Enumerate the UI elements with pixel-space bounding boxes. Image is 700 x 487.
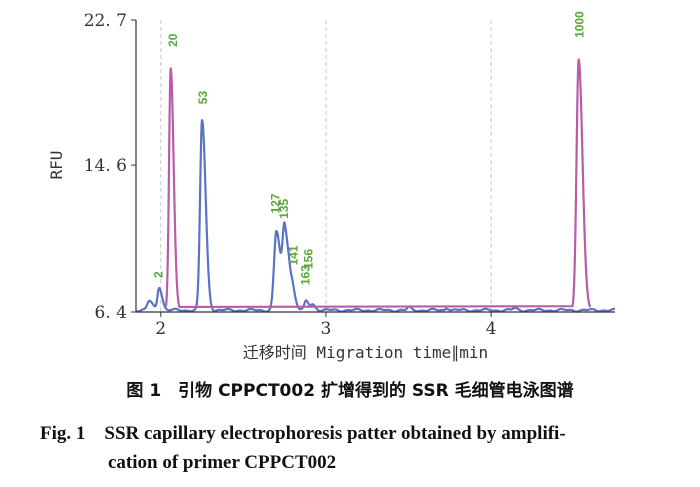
peak-label: 163 bbox=[298, 265, 312, 285]
peak-label: 141 bbox=[287, 245, 301, 265]
peak-label: 135 bbox=[277, 198, 291, 218]
series-line-0 bbox=[135, 119, 616, 313]
peak-label: 20 bbox=[166, 33, 180, 47]
peak-label: 1000 bbox=[572, 11, 586, 38]
caption-english-line1: Fig. 1 SSR capillary electrophoresis pat… bbox=[40, 423, 566, 444]
y-axis-title: RFU bbox=[47, 151, 66, 180]
peak-label: 127 bbox=[269, 193, 283, 213]
x-axis-title: 迁移时间 Migration time∥min bbox=[243, 343, 488, 362]
peak-label: 53 bbox=[196, 91, 210, 105]
peak-label: 156 bbox=[302, 249, 316, 269]
x-tick-label: 2 bbox=[155, 319, 166, 339]
y-tick-label: 14. 6 bbox=[84, 156, 127, 176]
peak-label: 2 bbox=[151, 271, 165, 278]
caption-english-line2: cation of primer CPPCT002 bbox=[108, 452, 337, 473]
x-tick-label: 3 bbox=[321, 319, 332, 339]
series-layer bbox=[135, 58, 616, 313]
caption-chinese: 图 1 引物 CPPCT002 扩增得到的 SSR 毛细管电泳图谱 bbox=[126, 381, 574, 401]
axis-layer: 2 3 4 6. 4 14. 6 22. 7 迁移时间 Migration time∥min… bbox=[47, 11, 615, 362]
y-tick-label: 6. 4 bbox=[95, 303, 127, 323]
plot-area bbox=[136, 20, 615, 312]
y-tick-label: 22. 7 bbox=[84, 11, 127, 31]
series-line-1 bbox=[164, 58, 592, 309]
x-tick-label: 4 bbox=[486, 319, 497, 339]
